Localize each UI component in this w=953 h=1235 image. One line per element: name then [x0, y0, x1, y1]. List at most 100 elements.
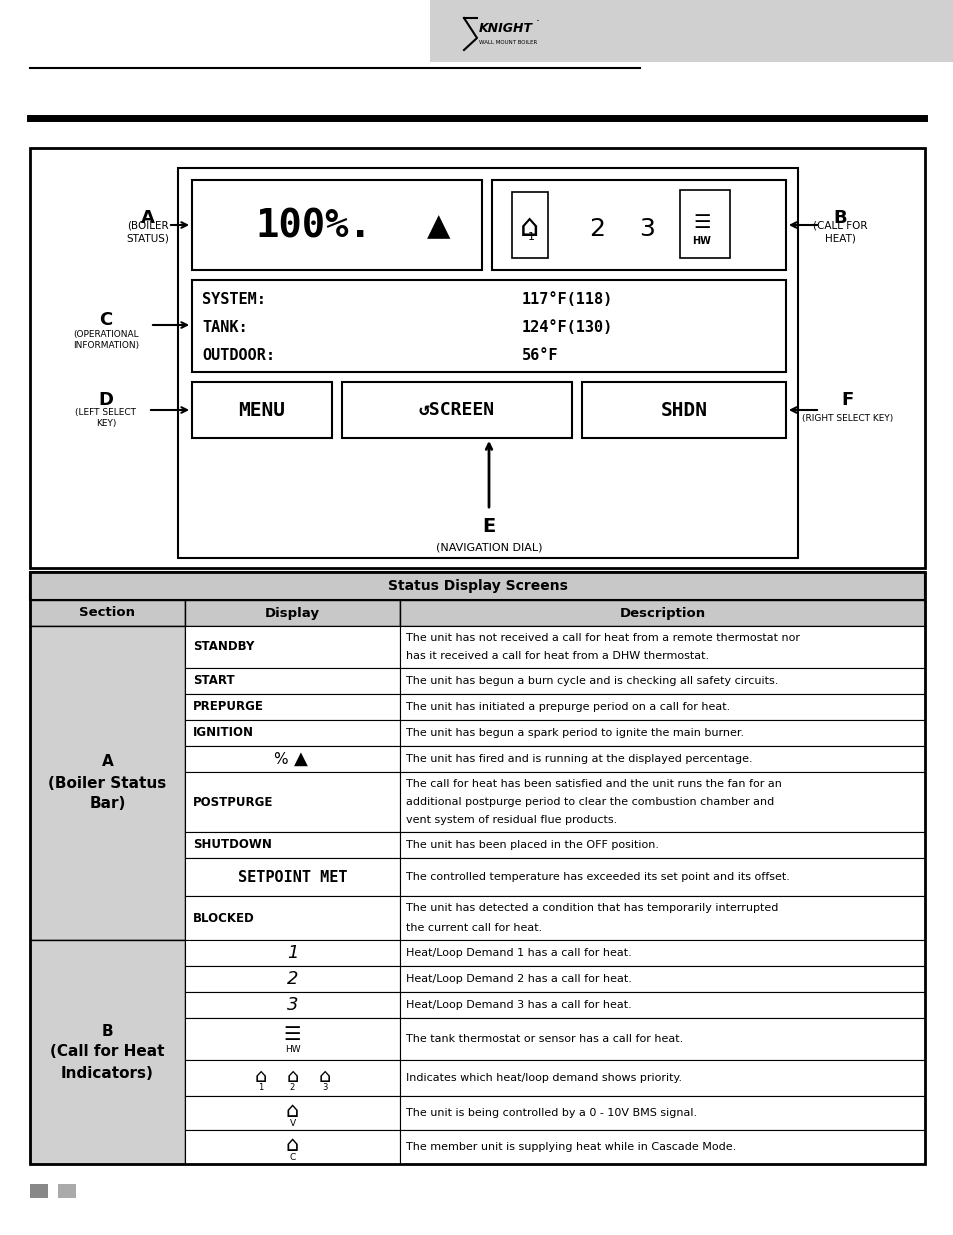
Text: POSTPURGE: POSTPURGE	[193, 795, 274, 809]
Bar	[399, 940, 924, 966]
Text: The unit has detected a condition that has temporarily interrupted: The unit has detected a condition that h…	[406, 904, 778, 914]
Text: ⌂: ⌂	[286, 1100, 299, 1121]
Bar	[185, 1130, 399, 1165]
Text: 3: 3	[321, 1083, 327, 1092]
Bar	[399, 966, 924, 992]
Text: has it received a call for heat from a DHW thermostat.: has it received a call for heat from a D…	[406, 651, 708, 661]
Text: ⌂: ⌂	[318, 1067, 331, 1086]
Bar	[185, 992, 399, 1018]
Bar	[185, 746, 399, 772]
Bar	[430, 0, 953, 62]
Bar	[185, 720, 399, 746]
Bar	[399, 600, 924, 626]
Text: %: %	[273, 752, 287, 767]
Text: The tank thermostat or sensor has a call for heat.: The tank thermostat or sensor has a call…	[406, 1034, 682, 1044]
Bar	[30, 148, 924, 568]
Text: HW: HW	[284, 1045, 300, 1053]
Bar	[399, 668, 924, 694]
Text: D: D	[98, 391, 113, 409]
Text: A: A	[141, 209, 154, 227]
Text: E: E	[482, 517, 496, 536]
Bar	[178, 168, 797, 558]
Bar	[399, 858, 924, 897]
Text: The unit has begun a burn cycle and is checking all safety circuits.: The unit has begun a burn cycle and is c…	[406, 676, 778, 685]
Text: 117°F(118): 117°F(118)	[521, 293, 613, 308]
Bar	[512, 191, 547, 258]
Text: HW: HW	[692, 236, 711, 246]
Bar	[185, 600, 399, 626]
Text: 1: 1	[257, 1083, 263, 1092]
Text: SHUTDOWN: SHUTDOWN	[193, 839, 272, 851]
Bar	[185, 1018, 399, 1060]
Bar	[30, 600, 185, 626]
Bar	[192, 280, 785, 372]
Text: Heat/Loop Demand 3 has a call for heat.: Heat/Loop Demand 3 has a call for heat.	[406, 1000, 631, 1010]
Bar	[399, 720, 924, 746]
Bar	[399, 1095, 924, 1130]
Text: The unit has been placed in the OFF position.: The unit has been placed in the OFF posi…	[406, 840, 659, 850]
Bar	[30, 626, 185, 940]
Text: The call for heat has been satisfied and the unit runs the fan for an: The call for heat has been satisfied and…	[406, 779, 781, 789]
Text: (BOILER
STATUS): (BOILER STATUS)	[127, 221, 170, 243]
Text: STANDBY: STANDBY	[193, 641, 254, 653]
Text: ☰: ☰	[283, 1025, 301, 1045]
Text: TANK:: TANK:	[202, 321, 248, 336]
Text: KNIGHT: KNIGHT	[478, 21, 533, 35]
Text: ⌂: ⌂	[519, 212, 539, 242]
Text: C: C	[99, 311, 112, 329]
Text: ⌂: ⌂	[286, 1067, 298, 1086]
Text: ·: ·	[536, 16, 539, 28]
Bar	[581, 382, 785, 438]
Text: PREPURGE: PREPURGE	[193, 700, 264, 714]
Bar	[58, 1184, 76, 1198]
Bar	[399, 897, 924, 940]
Text: WALL MOUNT BOILER: WALL MOUNT BOILER	[478, 40, 537, 44]
Text: The unit is being controlled by a 0 - 10V BMS signal.: The unit is being controlled by a 0 - 10…	[406, 1108, 697, 1118]
Text: ⌂: ⌂	[286, 1135, 299, 1155]
Text: BLOCKED: BLOCKED	[193, 911, 254, 925]
Bar	[399, 694, 924, 720]
Text: ☰: ☰	[693, 214, 710, 232]
Text: Section: Section	[79, 606, 135, 620]
Text: B: B	[832, 209, 846, 227]
Bar	[399, 1060, 924, 1095]
Text: 1: 1	[287, 944, 298, 962]
Text: Status Display Screens: Status Display Screens	[387, 579, 567, 593]
Text: 1: 1	[527, 232, 534, 242]
Bar	[185, 966, 399, 992]
Bar	[192, 180, 481, 270]
Text: Heat/Loop Demand 2 has a call for heat.: Heat/Loop Demand 2 has a call for heat.	[406, 974, 631, 984]
Bar	[185, 1060, 399, 1095]
Bar	[30, 572, 924, 1165]
Text: ↺SCREEN: ↺SCREEN	[418, 401, 495, 419]
Text: The unit has not received a call for heat from a remote thermostat nor: The unit has not received a call for hea…	[406, 632, 800, 643]
Text: Display: Display	[265, 606, 319, 620]
Text: 124°F(130): 124°F(130)	[521, 321, 613, 336]
Text: 2: 2	[290, 1083, 294, 1092]
Text: Heat/Loop Demand 1 has a call for heat.: Heat/Loop Demand 1 has a call for heat.	[406, 948, 631, 958]
Text: (RIGHT SELECT KEY): (RIGHT SELECT KEY)	[801, 414, 893, 422]
Text: The unit has begun a spark period to ignite the main burner.: The unit has begun a spark period to ign…	[406, 727, 743, 739]
Text: ⌂: ⌂	[254, 1067, 267, 1086]
Text: 2: 2	[287, 969, 298, 988]
Bar	[341, 382, 572, 438]
Text: ▲: ▲	[294, 750, 307, 768]
Text: (OPERATIONAL
INFORMATION): (OPERATIONAL INFORMATION)	[72, 330, 139, 350]
Text: F: F	[841, 391, 853, 409]
Text: SHDN: SHDN	[659, 400, 707, 420]
Text: The controlled temperature has exceeded its set point and its offset.: The controlled temperature has exceeded …	[406, 872, 789, 882]
Text: additional postpurge period to clear the combustion chamber and: additional postpurge period to clear the…	[406, 797, 774, 806]
Text: C: C	[289, 1152, 295, 1161]
Text: B
(Call for Heat
Indicators): B (Call for Heat Indicators)	[51, 1024, 165, 1081]
Text: Description: Description	[618, 606, 705, 620]
Bar	[30, 1184, 48, 1198]
Bar	[185, 694, 399, 720]
Bar	[185, 1095, 399, 1130]
Text: (NAVIGATION DIAL): (NAVIGATION DIAL)	[436, 543, 541, 553]
Text: (LEFT SELECT
KEY): (LEFT SELECT KEY)	[75, 408, 136, 429]
Bar	[185, 858, 399, 897]
Bar	[185, 772, 399, 832]
Text: The unit has initiated a prepurge period on a call for heat.: The unit has initiated a prepurge period…	[406, 701, 729, 713]
Text: The unit has fired and is running at the displayed percentage.: The unit has fired and is running at the…	[406, 755, 752, 764]
Bar	[185, 626, 399, 668]
